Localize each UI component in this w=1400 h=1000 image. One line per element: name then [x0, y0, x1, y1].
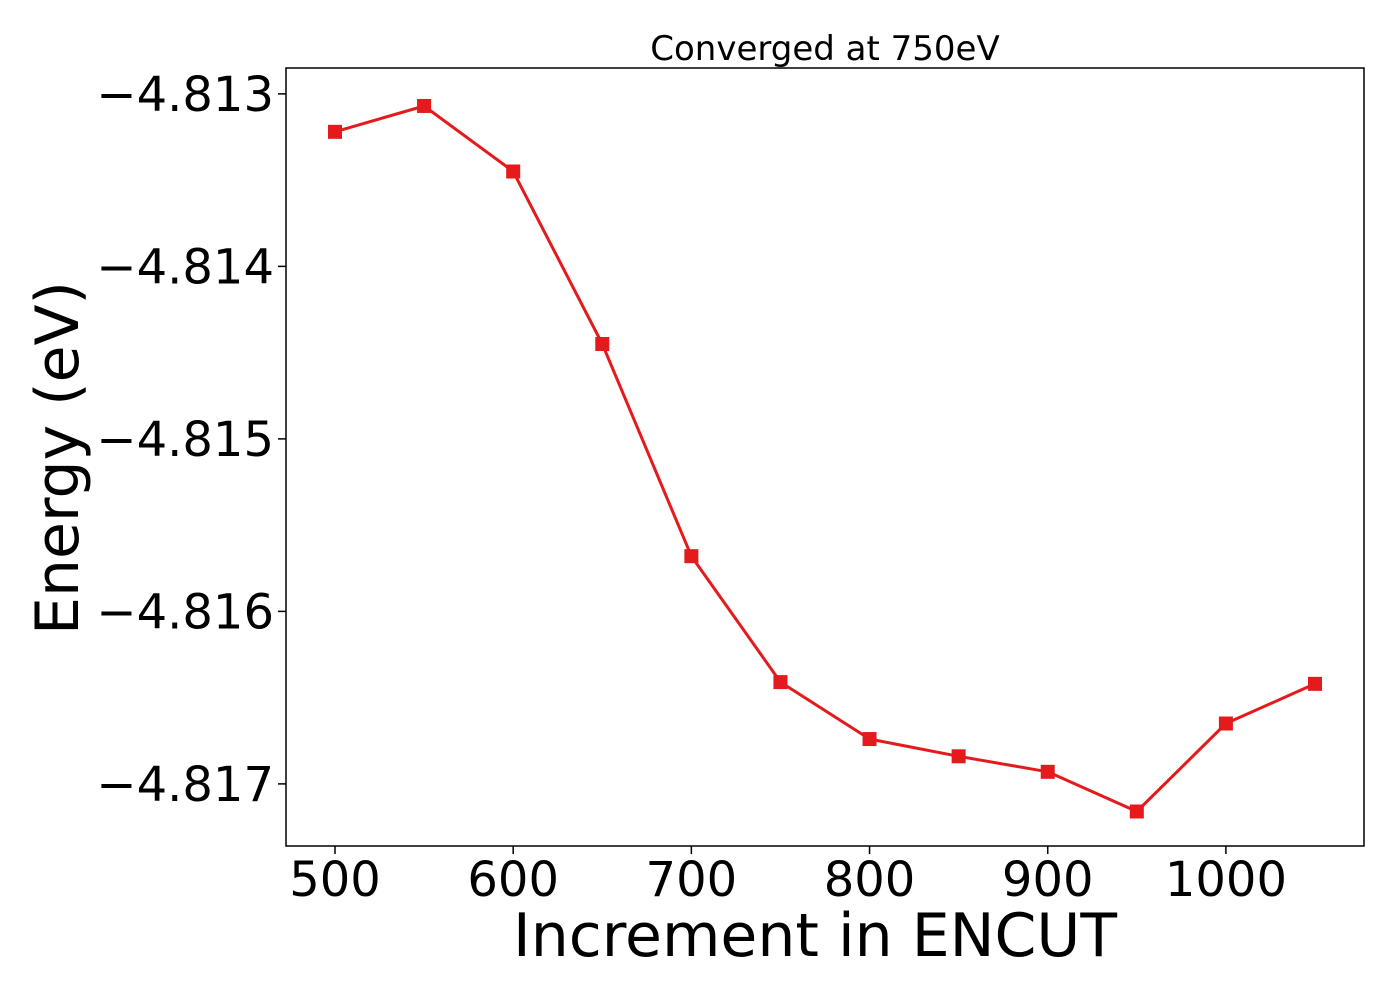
data-point-marker [684, 549, 699, 564]
y-axis-ticks: −4.813 −4.814 −4.815 −4.816 −4.817 [96, 67, 286, 813]
x-tick-label: 800 [824, 852, 916, 908]
x-tick-label: 700 [646, 852, 738, 908]
y-tick-label: −4.816 [96, 584, 274, 640]
x-axis-ticks: 500 600 700 800 900 1000 [289, 846, 1287, 908]
plot-area-frame [285, 67, 1365, 847]
y-tick-label: −4.815 [96, 412, 274, 468]
data-point-marker [951, 749, 966, 764]
y-tick-label: −4.813 [96, 67, 274, 123]
data-point-marker [417, 98, 432, 113]
data-point-marker [773, 675, 788, 690]
chart-title: Converged at 750eV [650, 29, 999, 69]
x-axis-title: Increment in ENCUT [513, 901, 1117, 971]
y-axis-title: Energy (eV) [23, 281, 93, 635]
data-point-marker [1040, 764, 1055, 779]
data-point-marker [595, 337, 610, 352]
data-point-marker [1218, 716, 1233, 731]
data-point-marker [862, 732, 877, 747]
y-tick-label: −4.814 [96, 239, 274, 295]
series-markers [328, 98, 1322, 819]
data-point-marker [1129, 804, 1144, 819]
x-tick-label: 1000 [1165, 852, 1287, 908]
data-point-marker [1308, 676, 1322, 691]
series-line [334, 104, 1316, 813]
x-tick-label: 900 [1002, 852, 1094, 908]
x-tick-label: 600 [467, 852, 559, 908]
data-point-marker [328, 124, 342, 139]
x-tick-label: 500 [289, 852, 381, 908]
y-tick-label: −4.817 [96, 757, 274, 813]
data-point-marker [506, 164, 521, 179]
